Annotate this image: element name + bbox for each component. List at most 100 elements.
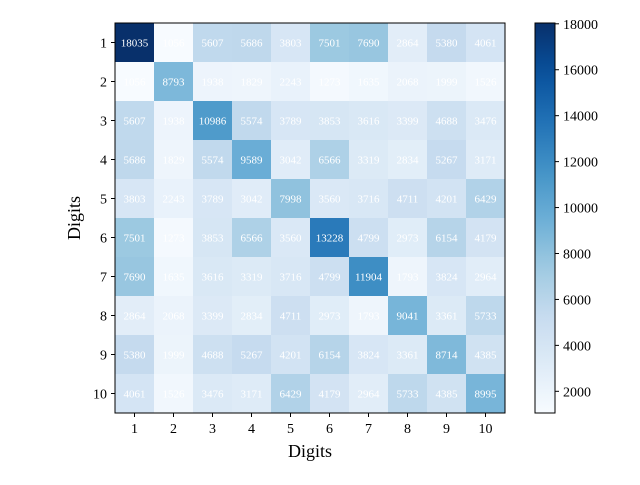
heatmap-cell — [193, 335, 233, 375]
colorbar-tick-label: 14000 — [563, 110, 598, 125]
cell-value-label: 1938 — [202, 77, 225, 89]
cell-value-label: 1273 — [319, 77, 342, 89]
cell-value-label: 1999 — [163, 350, 186, 362]
heatmap-cell — [232, 62, 272, 102]
cell-value-label: 1526 — [163, 389, 186, 401]
y-tick-label: 1 — [100, 37, 107, 52]
heatmap-cell — [271, 374, 311, 414]
cell-value-label: 3560 — [319, 194, 342, 206]
heatmap-cell — [271, 140, 311, 180]
cell-value-label: 5607 — [124, 116, 147, 128]
heatmap-cell — [388, 101, 428, 141]
cell-value-label: 6429 — [280, 389, 303, 401]
cell-value-label: 2964 — [358, 389, 381, 401]
colorbar-tick-label: 18000 — [563, 18, 598, 33]
heatmap-cell — [115, 335, 155, 375]
cell-value-label: 3716 — [358, 194, 381, 206]
heatmap-cell — [388, 179, 428, 219]
colorbar-tick-label: 8000 — [563, 247, 591, 262]
heatmap-cell — [349, 335, 389, 375]
heatmap-cell — [388, 335, 428, 375]
heatmap-cell — [466, 62, 506, 102]
cell-value-label: 3803 — [280, 38, 303, 50]
cell-value-label: 3789 — [280, 116, 303, 128]
cell-value-label: 3616 — [202, 272, 225, 284]
cell-value-label: 3361 — [436, 311, 458, 323]
cell-value-label: 3171 — [241, 389, 263, 401]
heatmap-cell — [466, 374, 506, 414]
heatmap-cell — [349, 140, 389, 180]
cell-value-label: 3824 — [436, 272, 459, 284]
cell-value-label: 4799 — [319, 272, 342, 284]
cell-value-label: 8793 — [163, 77, 186, 89]
heatmap-cell — [154, 140, 194, 180]
heatmap-cell — [232, 335, 272, 375]
cell-value-label: 3399 — [202, 311, 225, 323]
x-tick-label: 6 — [326, 422, 333, 437]
cell-value-label: 5686 — [241, 38, 264, 50]
y-axis-label: Digits — [64, 196, 84, 240]
colorbar-tick-label: 10000 — [563, 202, 598, 217]
heatmap-cell — [310, 179, 350, 219]
cell-value-label: 13228 — [316, 233, 344, 245]
cell-value-label: 4061 — [124, 389, 146, 401]
heatmap-cell — [310, 335, 350, 375]
x-axis-label: Digits — [288, 441, 332, 461]
cell-value-label: 3476 — [475, 116, 498, 128]
heatmap-cell — [232, 257, 272, 297]
heatmap-cell — [310, 23, 350, 63]
cell-value-label: 2068 — [397, 77, 420, 89]
cell-value-label: 7501 — [124, 233, 146, 245]
cell-value-label: 6429 — [475, 194, 498, 206]
cell-value-label: 3560 — [280, 233, 303, 245]
cell-value-label: 3616 — [358, 116, 381, 128]
heatmap-cell — [388, 374, 428, 414]
heatmap-cell — [232, 101, 272, 141]
cell-value-label: 6566 — [319, 155, 342, 167]
heatmap-cell — [271, 257, 311, 297]
colorbar-tick-label: 12000 — [563, 156, 598, 171]
heatmap-cell — [349, 257, 389, 297]
heatmap-cell — [232, 23, 272, 63]
cell-value-label: 1635 — [163, 272, 186, 284]
y-tick-label: 8 — [100, 310, 107, 325]
heatmap-cell — [115, 296, 155, 336]
heatmap-cell — [310, 140, 350, 180]
y-tick-label: 4 — [100, 154, 107, 169]
x-tick-label: 3 — [209, 422, 216, 437]
y-tick-label: 5 — [100, 193, 107, 208]
cell-value-label: 3853 — [202, 233, 225, 245]
cell-value-label: 1526 — [475, 77, 498, 89]
cell-value-label: 5380 — [436, 38, 459, 50]
heatmap-cell — [193, 257, 233, 297]
cell-value-label: 4688 — [436, 116, 459, 128]
heatmap-cell — [115, 179, 155, 219]
cell-value-label: 1829 — [241, 77, 264, 89]
cell-value-label: 1056 — [163, 38, 186, 50]
heatmap-cell — [271, 335, 311, 375]
cell-value-label: 3171 — [475, 155, 497, 167]
cell-value-label: 10986 — [199, 116, 227, 128]
cell-value-label: 3399 — [397, 116, 420, 128]
cell-value-label: 7690 — [124, 272, 147, 284]
heatmap-cell — [427, 62, 467, 102]
heatmap-cell — [193, 179, 233, 219]
colorbar-tick-label: 2000 — [563, 385, 591, 400]
heatmap-cell — [427, 257, 467, 297]
cell-value-label: 2243 — [280, 77, 303, 89]
heatmap-cell — [466, 101, 506, 141]
heatmap-cell — [271, 296, 311, 336]
heatmap-cell — [154, 374, 194, 414]
cell-value-label: 2973 — [319, 311, 342, 323]
heatmap-cell — [427, 23, 467, 63]
heatmap-cell — [271, 218, 311, 258]
heatmap-cell — [310, 296, 350, 336]
heatmap-cell — [349, 62, 389, 102]
cell-value-label: 6154 — [436, 233, 459, 245]
heatmap-cell — [427, 101, 467, 141]
heatmap-cell — [115, 374, 155, 414]
cell-value-label: 4201 — [436, 194, 458, 206]
heatmap-cell — [349, 296, 389, 336]
